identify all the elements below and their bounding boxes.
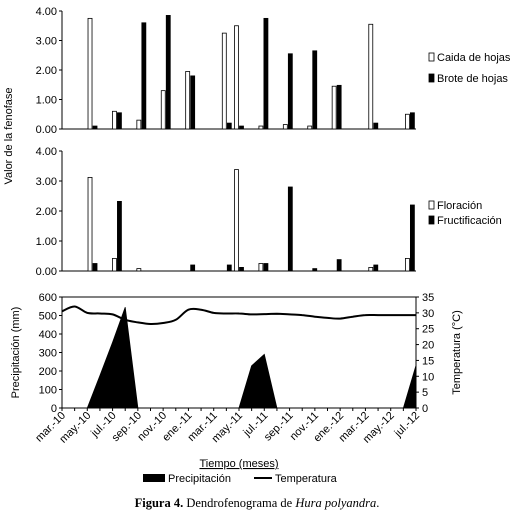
open-bar: [235, 170, 239, 271]
legend-caida-label: Caida de hojas: [437, 52, 511, 64]
left-y-tick-label: 200: [39, 366, 57, 378]
open-bar: [259, 126, 263, 129]
legend-fructificacion-swatch: [429, 216, 434, 224]
solid-bar: [142, 23, 146, 129]
solid-bar: [240, 267, 244, 271]
open-bar: [369, 24, 373, 129]
y-tick-label: 2.00: [36, 65, 57, 77]
legend-caida-swatch: [429, 53, 434, 61]
open-bar: [235, 26, 239, 129]
open-bar: [283, 125, 287, 129]
legend-fructificacion-label: Fructificación: [437, 215, 502, 227]
y-tick-label: 4.00: [36, 146, 57, 158]
caption-prefix: Figura 4.: [135, 496, 184, 510]
open-bar: [308, 126, 312, 129]
open-bar: [88, 177, 92, 271]
right-y-tick-label: 30: [422, 308, 434, 320]
y-tick-label: 3.00: [36, 36, 57, 48]
y-tick-label: 4.00: [36, 6, 57, 18]
open-bar: [405, 114, 409, 129]
y-tick-label: 0.00: [36, 124, 57, 136]
solid-bar: [191, 76, 195, 129]
legend-brote-label: Brote de hojas: [437, 73, 508, 85]
right-y-tick-label: 15: [422, 355, 434, 367]
legend-brote-swatch: [429, 74, 434, 82]
shared-y-axis-label: Valor de la fenofase: [3, 87, 15, 184]
legend-floracion-swatch: [429, 201, 434, 209]
open-bar: [405, 258, 409, 271]
caption-suffix: .: [376, 496, 379, 510]
caption-text: Dendrofenograma de: [183, 496, 295, 510]
solid-bar: [313, 269, 317, 271]
right-y-tick-label: 5: [422, 387, 428, 399]
left-y-tick-label: 600: [39, 292, 57, 304]
open-bar: [332, 86, 336, 129]
solid-bar: [117, 113, 121, 129]
open-bar: [112, 258, 116, 271]
open-bar: [369, 267, 373, 271]
figure-caption: Figura 4. Dendrofenograma de Hura polyan…: [0, 496, 514, 511]
y-tick-label: 1.00: [36, 236, 57, 248]
solid-bar: [374, 265, 378, 271]
open-bar: [222, 33, 226, 129]
left-y-axis-label: Precipitación (mm): [10, 307, 22, 399]
solid-bar: [337, 85, 341, 129]
leaf-phenology-panel: 0.00 1.00 2.00 3.00 4.00: [36, 6, 416, 136]
climate-panel: 010020030040050060005101520253035mar.-10…: [10, 292, 463, 470]
right-y-tick-label: 35: [422, 292, 434, 304]
legend-precipitacion-label: Precipitación: [168, 473, 231, 485]
left-y-tick-label: 300: [39, 348, 57, 360]
open-bar: [88, 18, 92, 129]
legend-precipitacion-swatch: [143, 474, 165, 482]
solid-bar: [191, 265, 195, 271]
solid-bar: [93, 126, 97, 129]
right-y-axis-label: Temperatura (°C): [451, 310, 463, 394]
left-y-tick-label: 100: [39, 385, 57, 397]
open-bar: [112, 111, 116, 129]
solid-bar: [227, 265, 231, 271]
solid-bar: [93, 264, 97, 272]
y-tick-label: 2.00: [36, 206, 57, 218]
solid-bar: [374, 123, 378, 129]
left-y-tick-label: 500: [39, 311, 57, 323]
y-tick-label: 3.00: [36, 176, 57, 188]
y-tick-label: 0.00: [36, 266, 57, 278]
reproductive-phenology-panel: 0.00 1.00 2.00 3.00 4.00: [36, 146, 416, 278]
solid-bar: [227, 123, 231, 129]
open-bar: [137, 120, 141, 129]
right-y-tick-label: 0: [422, 403, 428, 415]
open-bar: [259, 264, 263, 272]
open-bar: [161, 91, 165, 129]
caption-species: Hura polyandra: [295, 496, 376, 510]
solid-bar: [117, 201, 121, 271]
x-axis-label: Tiempo (meses): [199, 458, 278, 470]
solid-bar: [410, 205, 414, 271]
solid-bar: [313, 51, 317, 129]
right-y-tick-label: 20: [422, 340, 434, 352]
legend-temperatura-label: Temperatura: [275, 473, 338, 485]
right-y-tick-label: 25: [422, 324, 434, 336]
temperature-line: [62, 306, 416, 324]
solid-bar: [264, 264, 268, 272]
solid-bar: [166, 15, 170, 129]
x-tick-label: jul.-12: [392, 410, 422, 440]
precipitation-area: [62, 307, 416, 408]
solid-bar: [288, 54, 292, 129]
solid-bar: [288, 187, 292, 271]
solid-bar: [337, 260, 341, 271]
legend-floracion-label: Floración: [437, 200, 482, 212]
y-tick-label: 1.00: [36, 95, 57, 107]
solid-bar: [240, 126, 244, 129]
solid-bar: [410, 113, 414, 129]
right-y-tick-label: 10: [422, 371, 434, 383]
open-bar: [186, 71, 190, 129]
open-bar: [137, 269, 141, 271]
solid-bar: [264, 18, 268, 129]
left-y-tick-label: 400: [39, 329, 57, 341]
